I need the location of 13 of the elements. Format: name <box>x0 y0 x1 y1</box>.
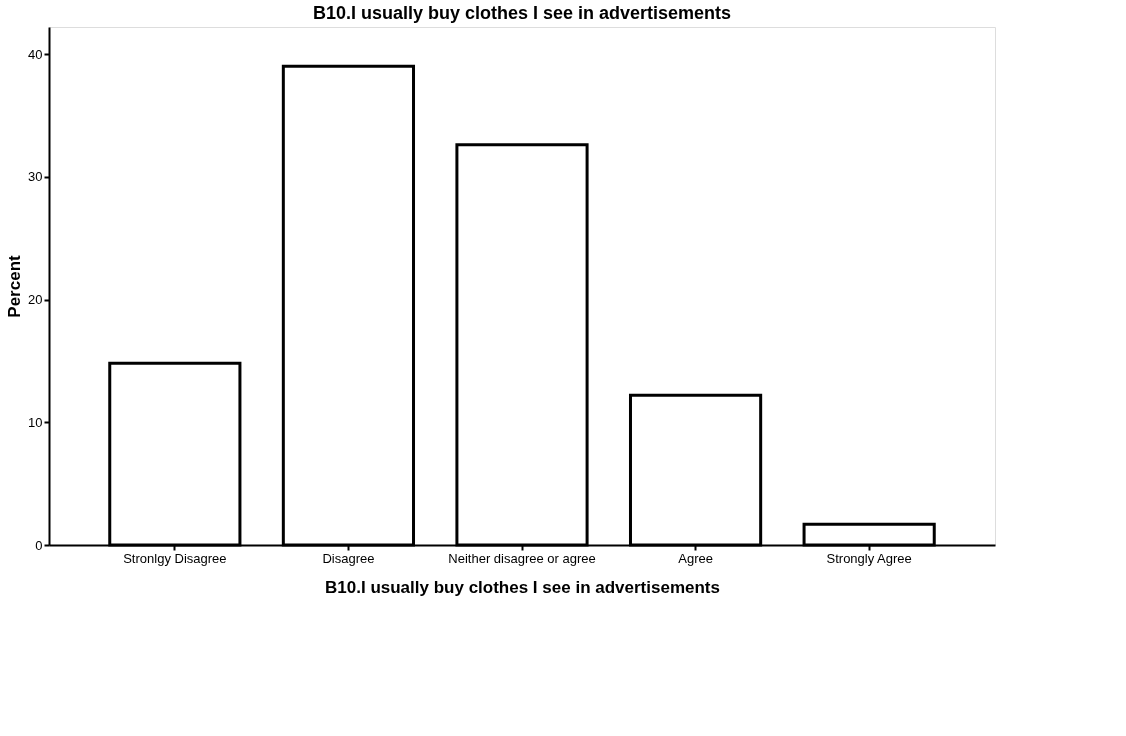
x-tick-label: Disagree <box>322 550 375 566</box>
y-tick-label: 0 <box>35 537 43 553</box>
y-axis-title: Percent <box>5 254 25 318</box>
x-tick-label: Strongly Agree <box>826 550 912 566</box>
y-tick-label: 40 <box>28 46 43 62</box>
y-tick-label: 10 <box>28 414 43 430</box>
y-tick-label: 30 <box>28 169 43 185</box>
chart-title: B10.I usually buy clothes I see in advertisements <box>312 3 732 23</box>
x-axis-title: B10.I usually buy clothes I see in advertisements <box>325 577 720 597</box>
x-tick-label: Agree <box>678 550 713 566</box>
x-tick-label: Neither disagree or agree <box>448 550 596 566</box>
x-tick-label: Stronlgy Disagree <box>123 550 227 566</box>
y-tick-label: 20 <box>28 292 43 307</box>
